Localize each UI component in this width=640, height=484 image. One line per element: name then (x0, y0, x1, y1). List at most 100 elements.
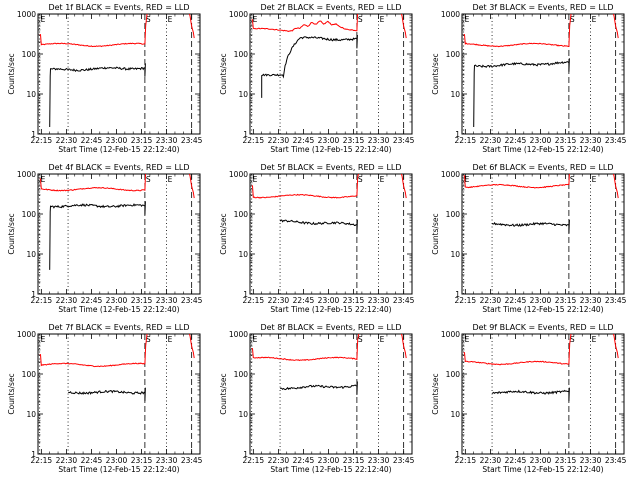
x-tick-label: 22:15 (31, 456, 53, 465)
time-marker-label: S (358, 15, 363, 24)
events-series (473, 58, 570, 128)
y-tick-label: 100 (446, 210, 461, 219)
panel-det-2: Det 2f BLACK = Events, RED = LLD 1 10 100 10… (219, 3, 415, 154)
y-axis-label: Counts/sec (7, 373, 16, 414)
x-tick-label: 22:15 (31, 136, 53, 145)
time-marker-label: E (253, 335, 258, 344)
y-tick-label: 100 (234, 50, 249, 59)
y-tick-label: 10 (450, 410, 460, 419)
y-tick-label: 10 (26, 410, 36, 419)
x-tick-label: 22:15 (243, 136, 265, 145)
lld-series (39, 174, 147, 192)
time-marker-label: E (465, 175, 470, 184)
plot-frame (249, 333, 413, 455)
y-tick-label: 1 (455, 290, 460, 299)
x-tick-label: 23:15 (131, 296, 153, 305)
y-tick-label: 1 (455, 450, 460, 459)
time-marker-label: E (168, 175, 173, 184)
time-marker-label: S (570, 15, 575, 24)
x-axis-label: Start Time (12-Feb-15 22:12:40) (58, 145, 179, 154)
lld-series (463, 14, 572, 48)
y-tick-label: 1000 (17, 170, 36, 179)
y-tick-label: 1 (243, 290, 248, 299)
time-marker-label: S (146, 175, 151, 184)
lld-series (400, 174, 407, 199)
x-tick-label: 22:45 (293, 456, 315, 465)
y-tick-label: 10 (26, 90, 36, 99)
y-tick-label: 10 (450, 250, 460, 259)
y-tick-label: 100 (22, 50, 37, 59)
series-area (463, 14, 619, 128)
x-tick-label: 23:15 (131, 136, 153, 145)
x-tick-label: 22:30 (56, 456, 78, 465)
plot-frame (249, 173, 413, 295)
panel-title: Det 8f BLACK = Events, RED = LLD (260, 323, 401, 332)
y-tick-label: 1000 (17, 330, 36, 339)
x-tick-label: 23:45 (181, 296, 203, 305)
series-area (39, 174, 195, 270)
x-tick-label: 23:00 (530, 136, 552, 145)
y-axis-label: Counts/sec (431, 53, 440, 94)
x-axis-label: Start Time (12-Feb-15 22:12:40) (482, 145, 603, 154)
y-tick-label: 1000 (229, 330, 248, 339)
y-tick-label: 1000 (17, 10, 36, 19)
x-tick-label: 23:30 (368, 456, 390, 465)
x-tick-label: 23:00 (106, 456, 128, 465)
events-series (492, 387, 570, 402)
x-tick-label: 22:30 (480, 296, 502, 305)
panel-title: Det 4f BLACK = Events, RED = LLD (48, 163, 189, 172)
y-tick-label: 1000 (229, 170, 248, 179)
lld-series (400, 14, 407, 39)
y-tick-label: 1 (243, 450, 248, 459)
x-tick-label: 23:45 (393, 456, 415, 465)
panel-title: Det 7f BLACK = Events, RED = LLD (48, 323, 189, 332)
x-tick-label: 22:30 (56, 296, 78, 305)
y-tick-label: 1000 (441, 170, 460, 179)
x-axis-label: Start Time (12-Feb-15 22:12:40) (58, 465, 179, 474)
y-tick-label: 1000 (441, 330, 460, 339)
x-tick-label: 22:15 (31, 296, 53, 305)
series-area (39, 14, 195, 128)
time-marker-label: E (380, 175, 385, 184)
x-tick-label: 23:15 (343, 296, 365, 305)
x-tick-label: 23:00 (106, 296, 128, 305)
x-tick-label: 23:15 (555, 136, 577, 145)
y-tick-label: 10 (238, 410, 248, 419)
lld-series (463, 174, 570, 189)
plot-frame (461, 333, 625, 455)
y-tick-label: 100 (234, 210, 249, 219)
x-tick-label: 23:30 (368, 296, 390, 305)
time-marker-label: E (253, 15, 258, 24)
x-tick-label: 22:45 (293, 136, 315, 145)
y-tick-label: 100 (446, 50, 461, 59)
y-axis-label: Counts/sec (219, 373, 228, 414)
x-tick-label: 23:15 (555, 296, 577, 305)
panel-title: Det 9f BLACK = Events, RED = LLD (472, 323, 613, 332)
time-marker-label: E (380, 335, 385, 344)
x-axis-label: Start Time (12-Feb-15 22:12:40) (482, 465, 603, 474)
time-marker-label: E (380, 15, 385, 24)
events-series (279, 219, 358, 234)
y-tick-label: 1000 (229, 10, 248, 19)
time-marker-label: S (358, 175, 363, 184)
x-tick-label: 23:45 (393, 296, 415, 305)
x-tick-label: 22:15 (243, 296, 265, 305)
x-tick-label: 23:45 (181, 456, 203, 465)
lld-series (39, 14, 148, 48)
time-marker-label: S (570, 335, 575, 344)
time-marker-label: E (41, 15, 46, 24)
x-tick-label: 22:45 (81, 456, 103, 465)
time-marker-label: S (358, 335, 363, 344)
panel-title: Det 3f BLACK = Events, RED = LLD (472, 3, 613, 12)
x-tick-label: 23:45 (181, 136, 203, 145)
x-tick-label: 22:45 (293, 296, 315, 305)
y-tick-label: 1 (31, 290, 36, 299)
x-axis-label: Start Time (12-Feb-15 22:12:40) (270, 305, 391, 314)
time-marker-label: E (592, 335, 597, 344)
y-axis-label: Counts/sec (219, 213, 228, 254)
panel-det-4: Det 4f BLACK = Events, RED = LLD 1 10 100 10… (7, 163, 203, 314)
x-tick-label: 22:30 (268, 456, 290, 465)
x-tick-label: 22:45 (505, 136, 527, 145)
x-tick-label: 22:15 (455, 296, 477, 305)
